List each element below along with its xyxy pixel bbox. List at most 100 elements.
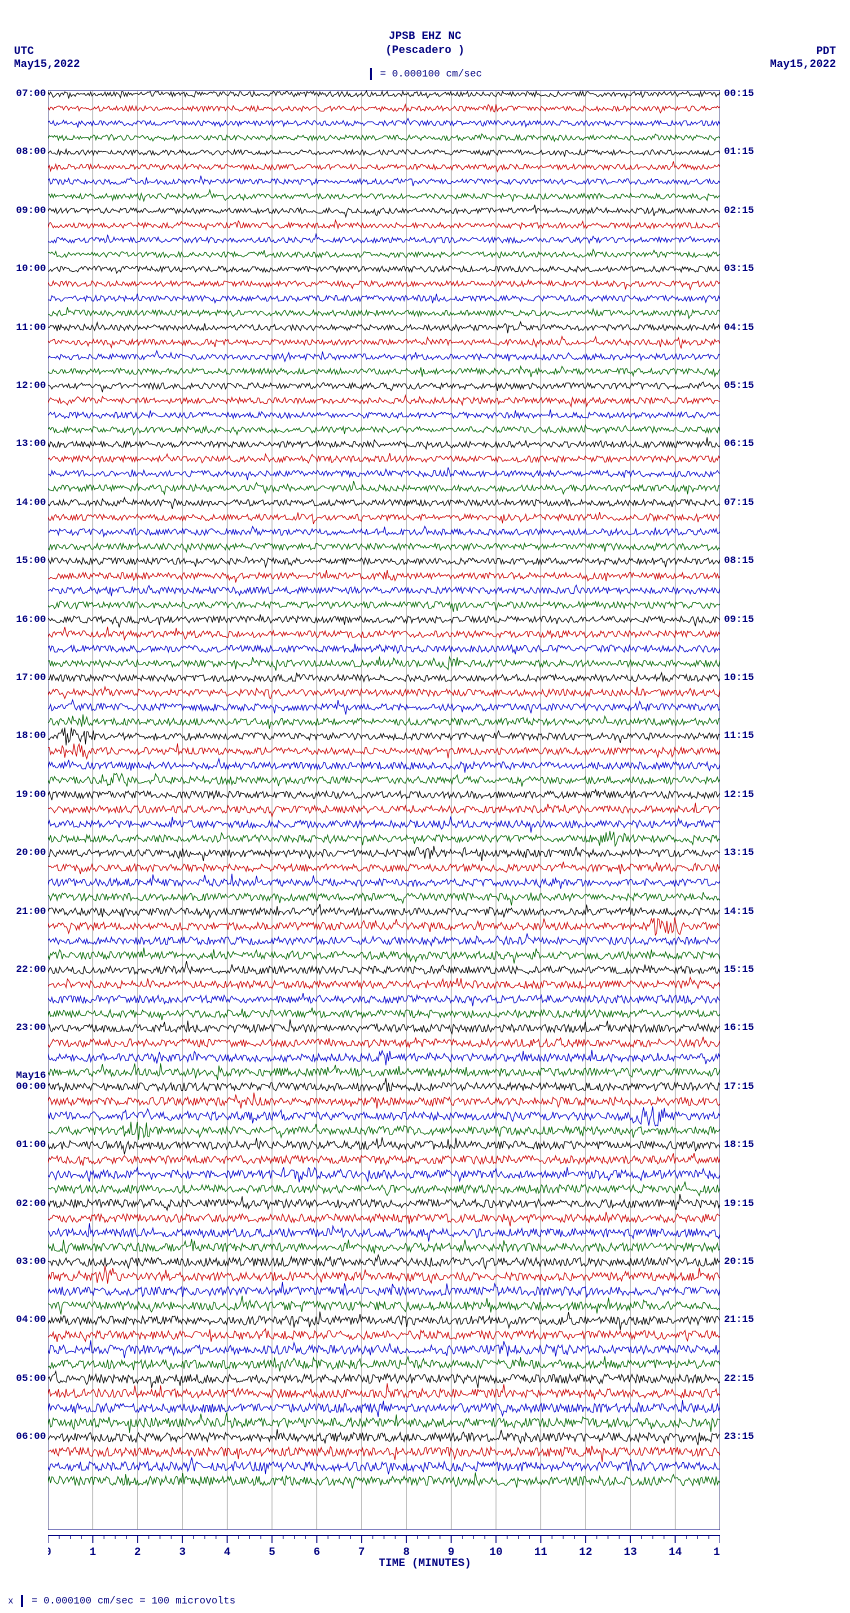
trace-row <box>48 205 720 217</box>
trace-row <box>48 773 720 786</box>
trace-row <box>48 1429 720 1445</box>
trace-row <box>48 917 720 935</box>
utc-hour-label: 13:00 <box>2 439 46 450</box>
pdt-hour-label: 16:15 <box>724 1023 804 1034</box>
trace-row <box>48 1078 720 1092</box>
trace-row <box>48 453 720 463</box>
trace-row <box>48 934 720 946</box>
utc-hour-label: 07:00 <box>2 89 46 100</box>
trace-row <box>48 862 720 874</box>
trace-row <box>48 382 720 392</box>
trace-row <box>48 1312 720 1330</box>
trace-row <box>48 1356 720 1371</box>
trace-row <box>48 1182 720 1196</box>
utc-hour-label: 18:00 <box>2 731 46 742</box>
trace-row <box>48 627 720 640</box>
timezone-left: UTC May15,2022 <box>14 46 80 72</box>
trace-row <box>48 266 720 273</box>
utc-hour-label: 12:00 <box>2 381 46 392</box>
trace-row <box>48 714 720 728</box>
trace-row <box>48 1255 720 1269</box>
station-title: JPSB EHZ NC <box>0 30 850 44</box>
trace-row <box>48 1063 720 1080</box>
trace-row <box>48 1008 720 1020</box>
trace-row <box>48 846 720 861</box>
trace-row <box>48 1400 720 1417</box>
trace-row <box>48 336 720 348</box>
trace-row <box>48 1446 720 1462</box>
trace-row <box>48 481 720 494</box>
trace-row <box>48 615 720 628</box>
pdt-hour-label: 01:15 <box>724 147 804 158</box>
trace-row <box>48 993 720 1006</box>
utc-hour-label: 19:00 <box>2 790 46 801</box>
trace-row <box>48 1296 720 1315</box>
trace-row <box>48 543 720 552</box>
utc-hour-label: 09:00 <box>2 206 46 217</box>
pdt-hour-label: 20:15 <box>724 1257 804 1268</box>
trace-row <box>48 498 720 509</box>
pdt-hour-label: 00:15 <box>724 89 804 100</box>
utc-hour-label: 05:00 <box>2 1374 46 1385</box>
trace-row <box>48 961 720 974</box>
trace-row <box>48 1383 720 1399</box>
trace-row <box>48 1413 720 1433</box>
utc-hour-label: 03:00 <box>2 1257 46 1268</box>
trace-row <box>48 570 720 582</box>
trace-row <box>48 977 720 988</box>
trace-row <box>48 1282 720 1298</box>
tz-right-label: PDT <box>770 46 836 59</box>
trace-row <box>48 904 720 918</box>
pdt-hour-label: 22:15 <box>724 1374 804 1385</box>
footer-scale-note: x = 0.000100 cm/sec = 100 microvolts <box>8 1595 235 1608</box>
pdt-hour-label: 13:15 <box>724 848 804 859</box>
trace-row <box>48 1473 720 1489</box>
pdt-hour-label: 10:15 <box>724 673 804 684</box>
trace-row <box>48 1167 720 1182</box>
trace-row <box>48 728 720 746</box>
trace-row <box>48 176 720 186</box>
utc-hour-label: 15:00 <box>2 556 46 567</box>
seismogram-container: JPSB EHZ NC (Pescadero ) = 0.000100 cm/s… <box>0 0 850 1613</box>
trace-row <box>48 234 720 243</box>
trace-row <box>48 759 720 773</box>
trace-row <box>48 1266 720 1284</box>
utc-hour-label: 16:00 <box>2 615 46 626</box>
trace-row <box>48 1212 720 1226</box>
trace-row <box>48 1122 720 1140</box>
pdt-hour-label: 18:15 <box>724 1140 804 1151</box>
utc-hour-label: 10:00 <box>2 264 46 275</box>
trace-row <box>48 948 720 964</box>
pdt-hour-label: 14:15 <box>724 907 804 918</box>
utc-day-break: May16 <box>2 1071 46 1082</box>
trace-row <box>48 512 720 524</box>
trace-row <box>48 1194 720 1210</box>
trace-row <box>48 161 720 171</box>
trace-row <box>48 437 720 449</box>
trace-row <box>48 557 720 567</box>
pdt-hour-label: 08:15 <box>724 556 804 567</box>
pdt-hour-label: 06:15 <box>724 439 804 450</box>
scale-text: = 0.000100 cm/sec <box>380 70 482 81</box>
trace-row <box>48 700 720 715</box>
trace-row <box>48 1340 720 1358</box>
trace-row <box>48 307 720 318</box>
trace-row <box>48 1050 720 1065</box>
trace-row <box>48 1371 720 1388</box>
utc-hour-label: 14:00 <box>2 498 46 509</box>
trace-row <box>48 118 720 127</box>
trace-row <box>48 1137 720 1154</box>
trace-row <box>48 280 720 289</box>
pdt-hour-label: 15:15 <box>724 965 804 976</box>
pdt-hour-label: 03:15 <box>724 264 804 275</box>
seismogram-svg <box>48 90 720 1530</box>
tz-left-label: UTC <box>14 46 80 59</box>
trace-row <box>48 104 720 113</box>
pdt-hour-label: 02:15 <box>724 206 804 217</box>
trace-row <box>48 395 720 406</box>
trace-row <box>48 91 720 99</box>
trace-row <box>48 1223 720 1241</box>
pdt-hour-label: 04:15 <box>724 323 804 334</box>
x-axis-title: TIME (MINUTES) <box>0 1558 850 1570</box>
trace-row <box>48 601 720 612</box>
